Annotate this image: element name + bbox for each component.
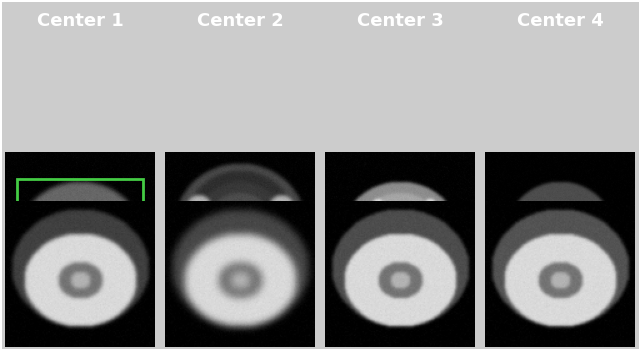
Bar bbox=[375, 214, 426, 258]
Text: Center 3: Center 3 bbox=[356, 12, 444, 30]
Text: Center 1: Center 1 bbox=[36, 12, 124, 30]
Bar bbox=[17, 179, 143, 285]
Bar bbox=[207, 204, 273, 262]
Text: Center 2: Center 2 bbox=[196, 12, 284, 30]
Bar bbox=[531, 211, 590, 258]
Text: Center 4: Center 4 bbox=[516, 12, 604, 30]
